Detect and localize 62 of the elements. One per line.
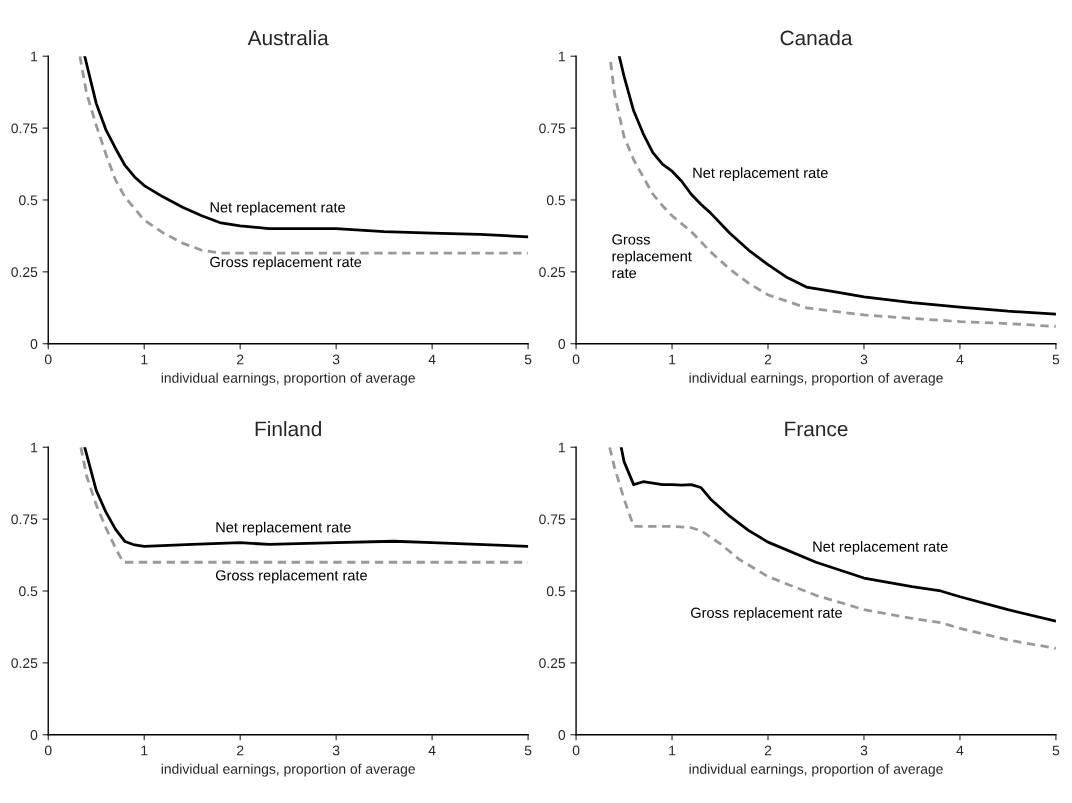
x-tick-label: 4: [956, 354, 964, 365]
x-tick-label: 3: [332, 354, 340, 365]
x-tick-label: 0: [572, 745, 580, 756]
x-tick-label: 0: [572, 354, 580, 365]
y-tick-label: 0: [30, 339, 38, 349]
x-tick-label: 2: [764, 745, 772, 756]
line-series: [608, 447, 1056, 650]
y-tick-label: 0: [558, 339, 566, 349]
y-tick-label: 0.5: [19, 195, 38, 206]
x-tick-label: 5: [1052, 354, 1060, 365]
x-axis-title: individual earnings, proportion of average: [689, 763, 943, 777]
x-tick-label: 5: [1052, 745, 1060, 756]
x-tick-label: 3: [860, 745, 868, 756]
chart-title: Finland: [255, 421, 321, 437]
y-tick-label: 1: [31, 51, 38, 62]
x-tick-label: 4: [428, 354, 436, 365]
x-tick-label: 5: [524, 354, 532, 365]
y-tick-label: 0.25: [539, 658, 566, 669]
y-tick-label: 1: [558, 442, 565, 453]
chart-title: Canada: [780, 30, 853, 46]
x-axis-title: individual earnings, proportion of average: [161, 372, 415, 386]
y-tick-label: 1: [558, 51, 565, 62]
x-tick-label: 2: [237, 354, 244, 365]
x-tick-label: 0: [44, 354, 52, 365]
x-tick-label: 2: [764, 354, 772, 365]
series-label: Net replacement rate: [210, 201, 345, 216]
series-label: Gross replacement rate: [215, 569, 367, 584]
y-tick-label: 0.75: [11, 514, 38, 525]
y-tick-label: 0.25: [539, 267, 566, 278]
chart-title: Australia: [247, 30, 329, 46]
x-tick-label: 1: [141, 354, 148, 365]
y-tick-label: 0: [30, 730, 38, 740]
y-tick-label: 0.25: [11, 267, 38, 278]
x-axis-title: individual earnings, proportion of average: [161, 763, 415, 777]
x-tick-label: 3: [332, 745, 340, 756]
series-label: Net replacement rate: [813, 541, 948, 555]
series-label: Gross replacement rate: [612, 234, 692, 279]
chart-title: France: [785, 421, 848, 437]
y-tick-label: 0.75: [539, 514, 566, 525]
y-tick-label: 0.5: [19, 586, 38, 597]
x-tick-label: 3: [860, 354, 868, 365]
x-tick-label: 2: [237, 745, 244, 756]
y-tick-label: 0.5: [546, 195, 566, 206]
x-tick-label: 5: [524, 745, 532, 756]
x-tick-label: 4: [428, 745, 436, 756]
series-label: Net replacement rate: [693, 167, 828, 181]
y-tick-label: 0.5: [546, 586, 566, 597]
x-tick-label: 1: [141, 745, 148, 756]
series-label: Net replacement rate: [216, 521, 351, 536]
y-tick-label: 1: [31, 442, 38, 453]
x-axis-title: individual earnings, proportion of average: [689, 372, 943, 386]
series-label: Gross replacement rate: [210, 256, 362, 271]
y-tick-label: 0.25: [11, 658, 38, 669]
y-tick-label: 0: [558, 730, 566, 740]
x-tick-label: 1: [669, 354, 676, 365]
series-label: Gross replacement rate: [691, 607, 843, 621]
x-tick-label: 1: [669, 745, 676, 756]
x-tick-label: 4: [956, 745, 964, 756]
line-series: [619, 447, 1056, 623]
x-tick-label: 0: [44, 745, 52, 756]
y-tick-label: 0.75: [11, 123, 38, 134]
y-tick-label: 0.75: [539, 123, 566, 134]
